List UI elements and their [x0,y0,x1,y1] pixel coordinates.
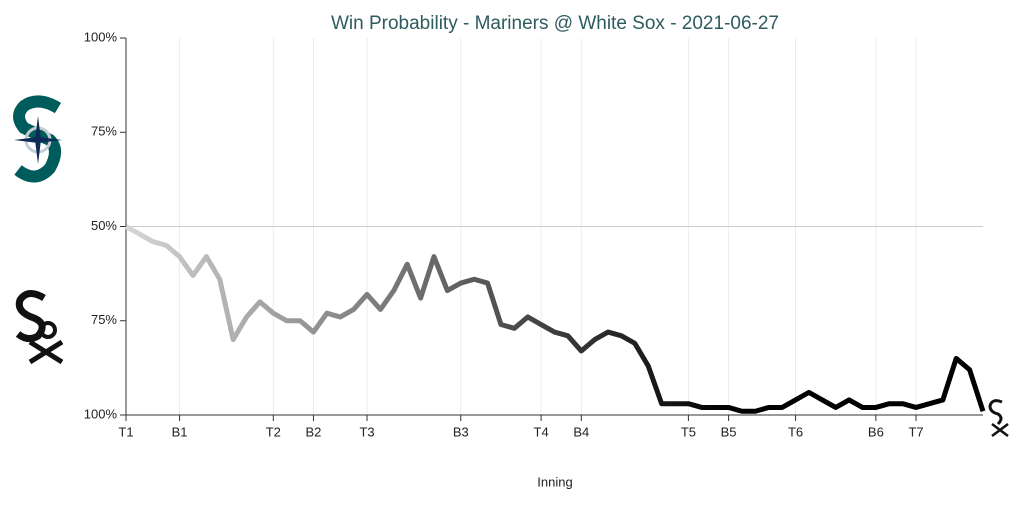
y-tick-label: 50% [91,218,117,233]
mariners-logo [13,95,62,183]
x-tick-label: T5 [681,424,696,439]
white-sox-logo-small [988,399,1009,437]
x-tick-label: T2 [266,424,281,439]
win-prob-line [124,224,986,414]
y-tick-label: 75% [91,312,117,327]
x-tick-label: B3 [453,424,469,439]
x-tick-label: T7 [908,424,923,439]
white-sox-logo [15,290,64,365]
x-tick-label: B2 [306,424,322,439]
x-axis-label: Inning [537,474,572,489]
x-tick-label: B6 [868,424,884,439]
x-tick-label: T1 [118,424,133,439]
x-tick-label: B1 [172,424,188,439]
x-tick-label: T3 [359,424,374,439]
x-tick-label: T4 [534,424,549,439]
y-tick-label: 100% [84,29,118,44]
x-tick-label: T6 [788,424,803,439]
chart-title: Win Probability - Mariners @ White Sox -… [331,13,779,34]
x-tick-label: B5 [721,424,737,439]
x-tick-label: B4 [573,424,589,439]
y-tick-label: 100% [84,406,118,421]
y-tick-label: 75% [91,124,117,139]
